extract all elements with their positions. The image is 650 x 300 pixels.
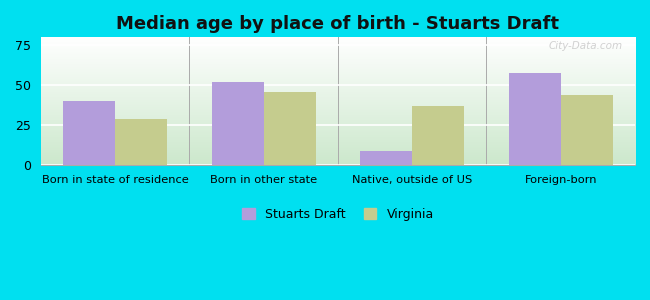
Bar	[264, 92, 316, 165]
Bar	[561, 95, 613, 165]
Bar	[412, 106, 464, 165]
Legend: Stuarts Draft, Virginia: Stuarts Draft, Virginia	[242, 208, 434, 220]
Title: Median age by place of birth - Stuarts Draft: Median age by place of birth - Stuarts D…	[116, 15, 560, 33]
Text: City-Data.com: City-Data.com	[549, 41, 623, 51]
Bar	[63, 101, 115, 165]
Bar	[360, 151, 412, 165]
Bar	[115, 119, 167, 165]
Bar	[212, 82, 264, 165]
Bar	[509, 73, 561, 165]
